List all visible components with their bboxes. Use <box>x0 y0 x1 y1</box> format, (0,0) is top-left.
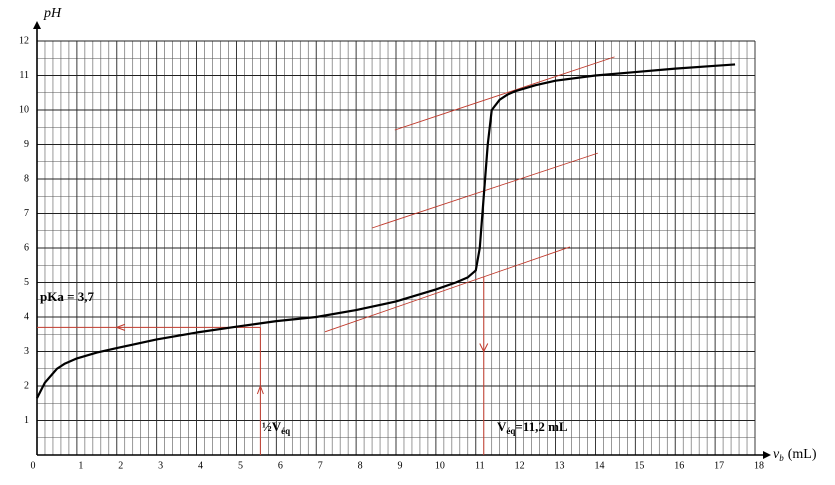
half-veq-arrow <box>256 385 264 395</box>
x-tick-label: 6 <box>278 460 283 471</box>
tangent-line <box>394 56 615 131</box>
x-tick-label: 3 <box>158 460 163 471</box>
y-tick-label: 5 <box>24 277 29 288</box>
x-tick-label: 4 <box>198 460 203 471</box>
x-axis-label: vb (mL) <box>773 447 817 463</box>
half-main: ½V <box>262 419 282 434</box>
x-tick-label: 17 <box>714 460 724 471</box>
x-tick-label: 9 <box>398 460 403 471</box>
x-tick-label: 10 <box>435 460 445 471</box>
veq-arrow <box>479 343 489 352</box>
x-label-main: v <box>773 447 780 462</box>
veq-sub: éq <box>506 426 515 436</box>
x-tick-label: 2 <box>118 460 123 471</box>
veq-label: Véq=11,2 mL <box>497 419 568 436</box>
x-tick-label: 8 <box>358 460 363 471</box>
pka-arrow <box>116 323 125 331</box>
y-tick-label: 3 <box>24 346 29 357</box>
half-sub: éq <box>281 426 290 436</box>
y-tick-label: 6 <box>24 242 29 253</box>
grid <box>36 40 756 455</box>
y-tick-label: 4 <box>24 311 29 322</box>
x-tick-label: 5 <box>238 460 243 471</box>
y-tick-label: 10 <box>19 104 29 115</box>
x-tick-label: 15 <box>634 460 644 471</box>
y-axis-arrow <box>33 21 41 29</box>
x-label-unit: (mL) <box>788 447 817 462</box>
y-tick-label: 1 <box>24 415 29 426</box>
y-tick-label: 11 <box>19 70 29 81</box>
y-tick-label: 12 <box>19 35 29 46</box>
tangent-line <box>324 246 571 333</box>
veq-rest: =11,2 mL <box>515 419 568 434</box>
y-tick-label: 9 <box>24 139 29 150</box>
half-veq-label: ½Véq <box>262 419 290 436</box>
y-tick-label: 8 <box>24 173 29 184</box>
x-tick-label: 16 <box>674 460 684 471</box>
x-tick-label: 12 <box>515 460 525 471</box>
x-tick-label: 1 <box>78 460 83 471</box>
x-tick-label: 0 <box>31 460 36 471</box>
y-axis-label: pH <box>43 6 62 21</box>
titration-curve <box>36 63 736 399</box>
x-tick-label: 13 <box>555 460 565 471</box>
pka-label: pKa = 3,7 <box>40 289 94 304</box>
x-tick-label: 18 <box>754 460 764 471</box>
x-tick-label: 7 <box>318 460 323 471</box>
y-tick-label: 2 <box>24 380 29 391</box>
veq-main: V <box>497 419 507 434</box>
x-tick-label: 11 <box>475 460 485 471</box>
x-tick-label: 14 <box>594 460 604 471</box>
x-axis-arrow <box>763 451 771 459</box>
x-label-sub: b <box>779 453 784 463</box>
y-tick-label: 7 <box>24 208 29 219</box>
